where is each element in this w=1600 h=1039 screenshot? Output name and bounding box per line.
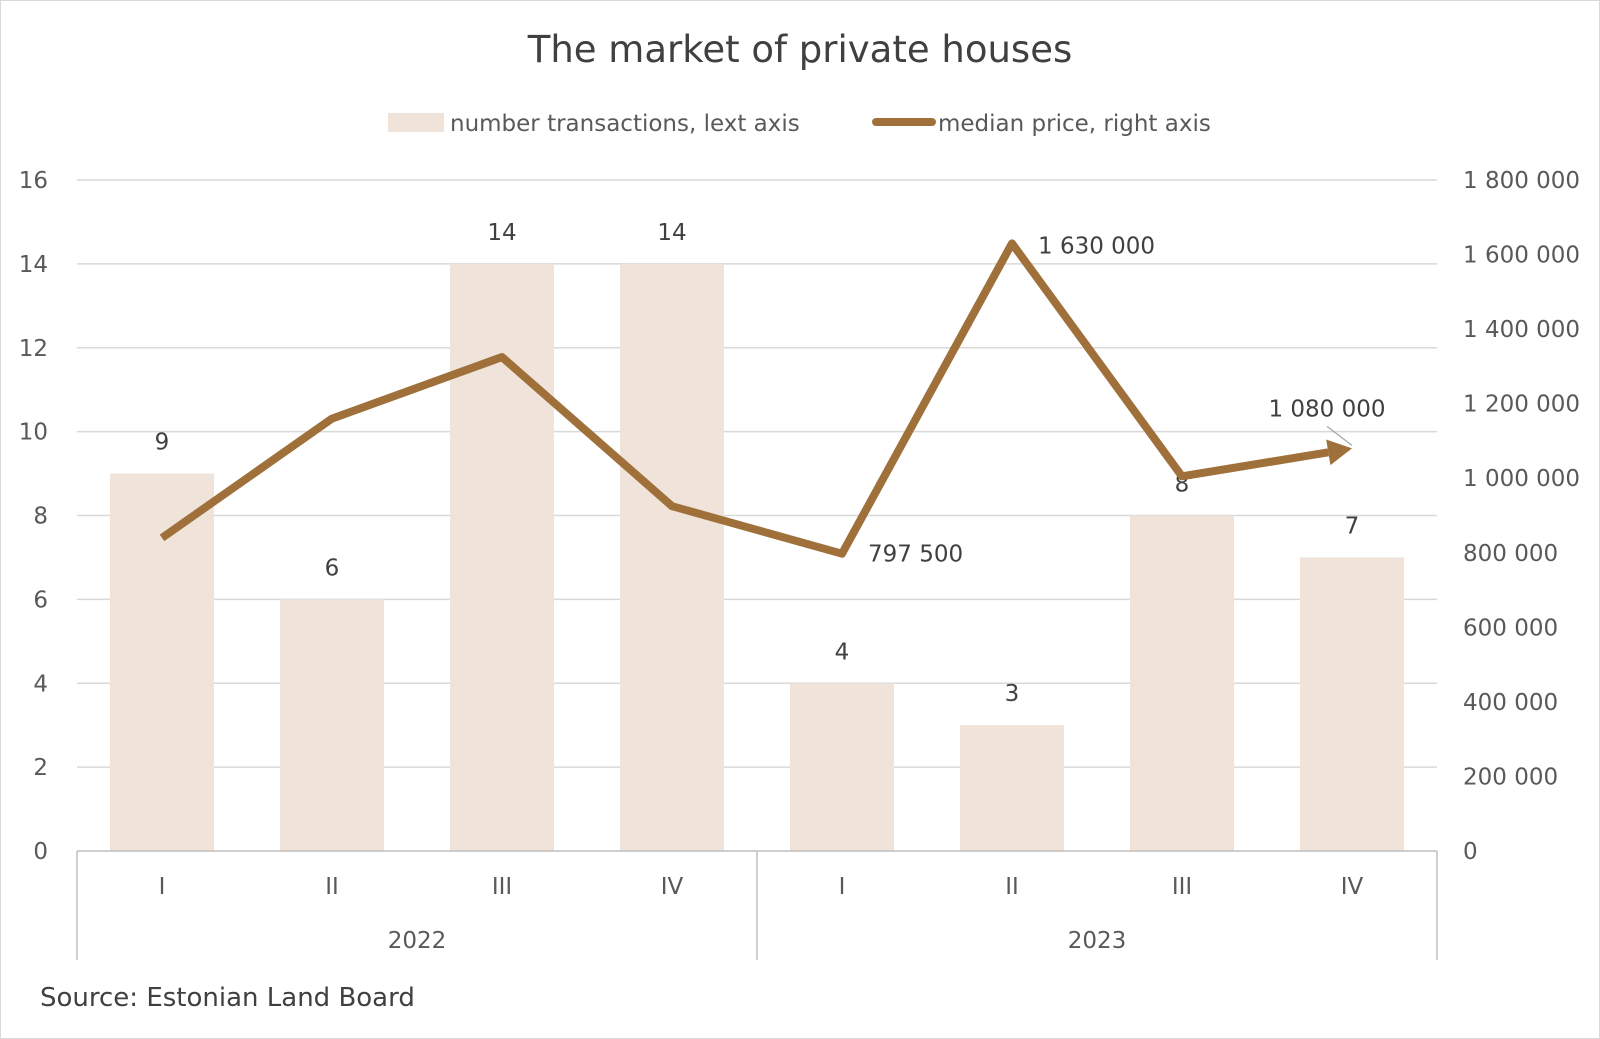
bar bbox=[450, 263, 554, 851]
right-tick-label: 1 600 000 bbox=[1463, 243, 1580, 269]
left-tick-label: 4 bbox=[33, 671, 48, 697]
left-tick-label: 0 bbox=[33, 839, 48, 865]
legend-line-label: median price, right axis bbox=[938, 111, 1211, 137]
bar-data-label: 6 bbox=[325, 555, 340, 581]
bar-data-label: 14 bbox=[487, 220, 516, 246]
price-line bbox=[159, 239, 1329, 558]
price-line-arrowhead bbox=[1326, 439, 1352, 466]
left-axis-ticks: 0 2 4 6 8 10 12 14 16 bbox=[19, 168, 48, 865]
right-tick-label: 1 400 000 bbox=[1463, 317, 1580, 343]
left-tick-label: 12 bbox=[19, 336, 48, 362]
price-line-layer bbox=[159, 239, 1352, 558]
category-label: II bbox=[325, 874, 339, 900]
line-label-leader bbox=[1326, 425, 1353, 446]
category-label: IV bbox=[661, 874, 684, 900]
bar bbox=[1130, 515, 1234, 851]
category-label: I bbox=[839, 874, 846, 900]
left-tick-label: 10 bbox=[19, 420, 48, 446]
left-tick-label: 8 bbox=[33, 504, 48, 530]
legend-bar-label: number transactions, lext axis bbox=[450, 111, 800, 137]
bar-data-label: 4 bbox=[835, 639, 850, 665]
left-tick-label: 16 bbox=[19, 168, 48, 194]
category-label: I bbox=[159, 874, 166, 900]
right-tick-label: 1 800 000 bbox=[1463, 168, 1580, 194]
bar bbox=[1300, 557, 1404, 851]
year-group-label: 2023 bbox=[1068, 928, 1127, 954]
bar bbox=[110, 473, 214, 851]
right-tick-label: 800 000 bbox=[1463, 541, 1558, 567]
legend-bar-swatch bbox=[388, 113, 444, 132]
bar bbox=[960, 725, 1064, 851]
category-label: III bbox=[1172, 874, 1192, 900]
bar bbox=[620, 263, 724, 851]
line-data-label: 1 080 000 bbox=[1268, 396, 1385, 422]
source-note: Source: Estonian Land Board bbox=[40, 983, 415, 1013]
right-tick-label: 200 000 bbox=[1463, 764, 1558, 790]
category-label: III bbox=[492, 874, 512, 900]
line-data-label: 797 500 bbox=[868, 542, 963, 568]
left-tick-label: 2 bbox=[33, 755, 48, 781]
right-tick-label: 400 000 bbox=[1463, 690, 1558, 716]
left-tick-label: 6 bbox=[33, 587, 48, 613]
right-tick-label: 1 000 000 bbox=[1463, 466, 1580, 492]
bar-data-label: 9 bbox=[155, 430, 170, 456]
left-tick-label: 14 bbox=[19, 252, 48, 278]
right-tick-label: 0 bbox=[1463, 839, 1478, 865]
legend: number transactions, lext axis median pr… bbox=[388, 111, 1211, 137]
bar bbox=[790, 683, 894, 851]
bar-data-label: 3 bbox=[1005, 681, 1020, 707]
bar-data-label: 7 bbox=[1345, 513, 1360, 539]
bars bbox=[110, 263, 1404, 851]
chart-title: The market of private houses bbox=[527, 28, 1073, 71]
category-label: II bbox=[1005, 874, 1019, 900]
bar bbox=[280, 599, 384, 851]
line-data-labels: 797 500 1 630 000 1 080 000 bbox=[868, 233, 1386, 567]
line-data-label: 1 630 000 bbox=[1038, 233, 1155, 259]
right-tick-label: 600 000 bbox=[1463, 615, 1558, 641]
right-axis-ticks: 0 200 000 400 000 600 000 800 000 1 000 000 1 … bbox=[1463, 168, 1580, 865]
right-tick-label: 1 200 000 bbox=[1463, 392, 1580, 418]
bar-data-label: 14 bbox=[657, 220, 686, 246]
category-label: IV bbox=[1341, 874, 1364, 900]
year-group-label: 2022 bbox=[388, 928, 447, 954]
